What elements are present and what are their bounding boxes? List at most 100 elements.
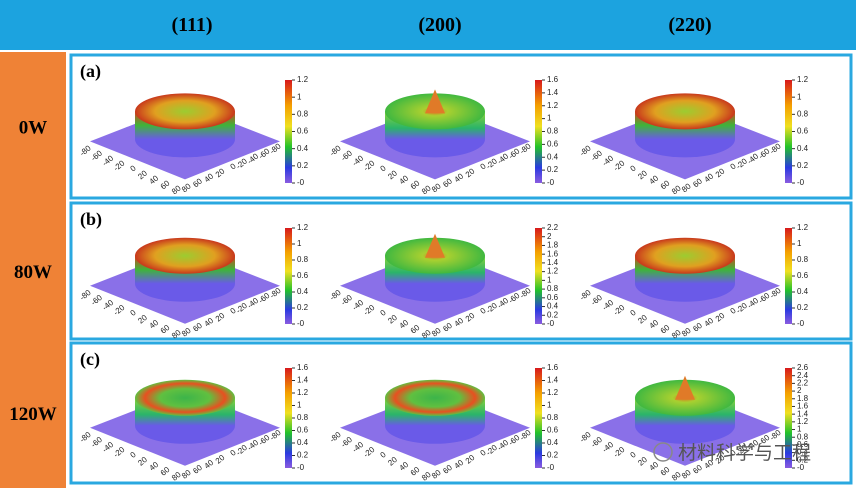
colorbar-tick-label: 0.8 — [797, 432, 809, 441]
panel-label: (c) — [80, 349, 100, 370]
surface-top — [635, 93, 735, 130]
colorbar-tick-label: 0.4 — [797, 448, 809, 457]
colorbar-tick-label: 0.6 — [797, 127, 809, 136]
header-bar — [0, 0, 856, 50]
colorbar-tick-label: 0.2 — [547, 310, 559, 319]
colorbar — [785, 80, 792, 183]
colorbar-tick-label: 0.4 — [547, 152, 559, 161]
colorbar-tick-label: 1.2 — [297, 75, 309, 84]
colorbar-tick-label: 0.4 — [297, 144, 309, 153]
colorbar-tick-label: 1.4 — [547, 376, 559, 385]
axis-tick-label: 0 — [478, 306, 488, 316]
colorbar-tick-label: -0 — [547, 463, 555, 472]
colorbar-tick-label: 1 — [797, 92, 802, 101]
colorbar-tick-label: 1.2 — [547, 267, 559, 276]
row-label: 0W — [19, 118, 48, 139]
colorbar-tick-label: 0.4 — [547, 438, 559, 447]
colorbar-tick-label: 0.4 — [797, 144, 809, 153]
row-label-column — [0, 52, 66, 488]
column-header: (220) — [668, 14, 711, 36]
axis-tick-label: 0 — [628, 450, 638, 460]
colorbar-tick-label: -0 — [297, 178, 305, 187]
colorbar-tick-label: 1.2 — [297, 388, 309, 397]
column-header: (111) — [171, 14, 212, 36]
colorbar-tick-label: 0.6 — [547, 293, 559, 302]
colorbar-tick-label: 1 — [547, 114, 552, 123]
colorbar — [785, 368, 792, 468]
axis-tick-label: 0 — [628, 308, 638, 318]
colorbar-tick-label: -0 — [797, 319, 805, 328]
axis-tick-label: 0 — [728, 306, 738, 316]
colorbar-tick-label: 0.8 — [297, 109, 309, 118]
colorbar-tick-label: 1.2 — [797, 223, 809, 232]
colorbar-tick-label: 0.2 — [297, 303, 309, 312]
axis-tick-label: 0 — [378, 163, 388, 173]
colorbar-tick-label: 1.6 — [797, 402, 809, 411]
colorbar — [535, 368, 542, 468]
colorbar — [285, 228, 292, 324]
colorbar-tick-label: 0.2 — [797, 455, 809, 464]
axis-tick-label: 0 — [378, 450, 388, 460]
axis-tick-label: 0 — [228, 306, 238, 316]
colorbar-tick-label: 0.2 — [297, 161, 309, 170]
colorbar-tick-label: 1.6 — [547, 249, 559, 258]
row-label: 80W — [14, 262, 52, 283]
colorbar — [285, 368, 292, 468]
watermark-icon — [653, 442, 673, 462]
colorbar-tick-label: 0.2 — [547, 165, 559, 174]
colorbar-tick-label: 0.4 — [797, 287, 809, 296]
colorbar-tick-label: 1.6 — [547, 363, 559, 372]
axis-tick-label: 0 — [128, 308, 138, 318]
colorbar-tick-label: 0.8 — [547, 284, 559, 293]
colorbar-tick-label: 0.4 — [547, 302, 559, 311]
colorbar-tick-label: 1 — [297, 239, 302, 248]
colorbar-tick-label: 1.4 — [547, 258, 559, 267]
colorbar-tick-label: 0.2 — [797, 303, 809, 312]
surface-top — [135, 237, 235, 274]
colorbar-tick-label: 0.8 — [797, 109, 809, 118]
axis-tick-label: 0 — [478, 161, 488, 171]
colorbar-tick-label: 1.4 — [297, 376, 309, 385]
colorbar-tick-label: -0 — [797, 463, 805, 472]
colorbar-tick-label: 1.2 — [797, 417, 809, 426]
surface-top — [135, 379, 235, 416]
colorbar — [785, 228, 792, 324]
colorbar-tick-label: 1 — [797, 239, 802, 248]
colorbar-tick-label: 1.2 — [547, 388, 559, 397]
peak — [425, 89, 445, 114]
colorbar — [535, 80, 542, 183]
surface-top — [385, 379, 485, 416]
colorbar-tick-label: 2.2 — [547, 223, 559, 232]
colorbar-tick-label: 0.6 — [547, 139, 559, 148]
colorbar-tick-label: 0.6 — [297, 127, 309, 136]
watermark: 材料科学与工程 — [678, 442, 811, 464]
colorbar-tick-label: 2.6 — [797, 363, 809, 372]
colorbar-tick-label: -0 — [297, 463, 305, 472]
axis-tick-label: 0 — [228, 448, 238, 458]
colorbar-tick-label: 1.8 — [797, 394, 809, 403]
colorbar-tick-label: 0.8 — [547, 413, 559, 422]
colorbar — [535, 228, 542, 324]
colorbar-tick-label: 0.6 — [547, 426, 559, 435]
colorbar-tick-label: 0.6 — [797, 271, 809, 280]
axis-tick-label: 0 — [228, 161, 238, 171]
panel-label: (b) — [80, 209, 102, 230]
surface-top — [135, 93, 235, 130]
colorbar-tick-label: 1.6 — [297, 363, 309, 372]
colorbar-tick-label: 1.6 — [547, 75, 559, 84]
colorbar-tick-label: 0.8 — [297, 413, 309, 422]
colorbar-tick-label: 0.6 — [297, 426, 309, 435]
colorbar-tick-label: 1 — [797, 425, 802, 434]
colorbar-tick-label: -0 — [297, 319, 305, 328]
colorbar-tick-label: 2 — [797, 386, 802, 395]
axis-tick-label: 0 — [128, 163, 138, 173]
colorbar-tick-label: 1 — [297, 92, 302, 101]
axis-tick-label: 0 — [478, 448, 488, 458]
colorbar-tick-label: 1 — [297, 401, 302, 410]
colorbar-tick-label: 0.6 — [297, 271, 309, 280]
column-header: (200) — [418, 14, 461, 36]
row-label: 120W — [9, 404, 57, 425]
colorbar-tick-label: 0.2 — [547, 451, 559, 460]
colorbar-tick-label: 1 — [547, 275, 552, 284]
